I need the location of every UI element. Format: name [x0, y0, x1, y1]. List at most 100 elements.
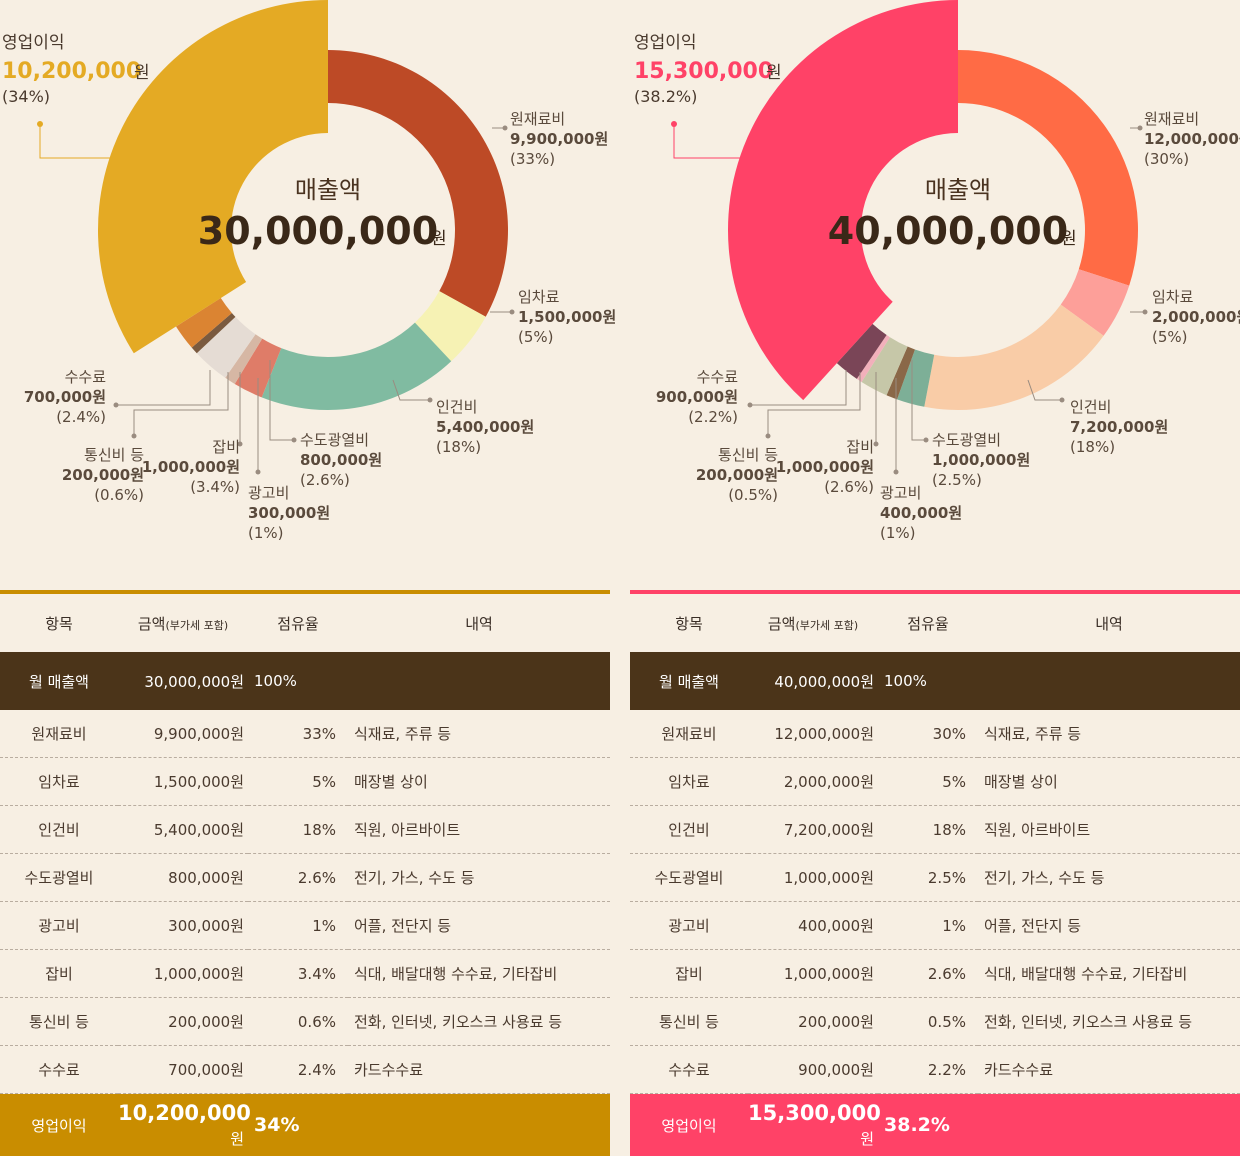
slice-label-pct: (2.5%): [932, 471, 982, 489]
revenue-row: 월 매출액 30,000,000원 100%: [0, 652, 610, 710]
slice-label-pct: (2.6%): [300, 471, 350, 489]
profit-amount: 15,300,000원: [748, 1094, 878, 1156]
slice-label-name: 인건비: [436, 398, 477, 416]
slice-label-name: 원재료비: [1144, 110, 1199, 128]
profit-row: 영업이익 10,200,000원 34%: [0, 1094, 610, 1156]
center-unit: 원: [1061, 229, 1077, 249]
row-item: 잡비: [630, 950, 748, 998]
slice-label-name: 통신비 등: [718, 446, 778, 464]
slice-label-amount: 200,000원: [696, 466, 778, 484]
row-detail: 직원, 아르바이트: [978, 806, 1240, 854]
row-item: 수수료: [630, 1046, 748, 1094]
row-share: 33%: [248, 710, 348, 758]
panel-right: 매출액40,000,000원원재료비12,000,000원(30%)임차료2,0…: [630, 0, 1240, 1150]
leader-dot: [924, 438, 929, 443]
profit-amount-value: 10,200,000: [118, 1101, 251, 1125]
row-amount: 200,000원: [748, 998, 878, 1046]
slice-label-amount: 1,000,000원: [776, 458, 874, 476]
profit-amount: 10,200,000 원: [118, 1094, 248, 1156]
slice-label-pct: (2.6%): [824, 478, 874, 496]
cost-table-left: 항목 금액(부가세 포함) 점유율 내역 월 매출액 30,000,000원 1…: [0, 590, 610, 1156]
row-share: 5%: [248, 758, 348, 806]
revenue-share: 100%: [248, 652, 348, 710]
row-item: 통신비 등: [630, 998, 748, 1046]
revenue-share: 100%: [878, 652, 978, 710]
row-share: 3.4%: [248, 950, 348, 998]
row-share: 30%: [878, 710, 978, 758]
row-share: 2.5%: [878, 854, 978, 902]
row-item: 원재료비: [630, 710, 748, 758]
slice-label-name: 광고비: [880, 484, 921, 502]
row-detail: 전화, 인터넷, 키오스크 사용료 등: [348, 998, 610, 1046]
slice-label-pct: (2.2%): [688, 408, 738, 426]
center-title: 매출액: [925, 176, 991, 204]
row-detail: 카드수수료: [348, 1046, 610, 1094]
slice-영업이익: [98, 0, 328, 353]
slice-label-name: 임차료: [518, 288, 560, 306]
row-share: 1%: [248, 902, 348, 950]
header-detail: 내역: [978, 592, 1240, 652]
profit-detail: [348, 1094, 610, 1156]
header-share: 점유율: [878, 592, 978, 652]
row-detail: 전기, 가스, 수도 등: [348, 854, 610, 902]
leader-dot: [748, 403, 753, 408]
donut-chart-left: 매출액30,000,000원원재료비9,900,000원(33%)임차료1,50…: [0, 0, 610, 575]
leader-dot: [1138, 126, 1143, 131]
header-amount: 금액(부가세 포함): [748, 592, 878, 652]
slice-label-name: 광고비: [248, 484, 289, 502]
op-unit: 원: [766, 63, 782, 83]
slice-label-name: 인건비: [1070, 398, 1111, 416]
profit-amount-unit: 원: [860, 1130, 874, 1148]
label-잡비: 잡비1,000,000원(3.4%): [142, 372, 243, 496]
leader-dot: [503, 126, 508, 131]
slice-label-amount: 1,000,000원: [142, 458, 240, 476]
slice-label-amount: 1,500,000원: [518, 308, 616, 326]
row-share: 0.6%: [248, 998, 348, 1046]
op-unit: 원: [134, 63, 150, 83]
profit-share: 38.2%: [878, 1094, 978, 1156]
slice-label-name: 수수료: [65, 368, 107, 386]
revenue-amount: 30,000,000원: [118, 652, 248, 710]
row-amount: 300,000원: [118, 902, 248, 950]
slice-label-amount: 200,000원: [62, 466, 144, 484]
slice-label-pct: (1%): [880, 524, 916, 542]
header-item: 항목: [630, 592, 748, 652]
op-title: 영업이익: [634, 33, 697, 53]
table-header: 항목 금액(부가세 포함) 점유율 내역: [0, 592, 610, 652]
slice-label-pct: (2.4%): [56, 408, 106, 426]
slice-label-amount: 300,000원: [248, 504, 330, 522]
profit-amount-unit: 원: [230, 1130, 244, 1148]
slice-label-name: 임차료: [1152, 288, 1194, 306]
center-title: 매출액: [295, 176, 361, 204]
header-share: 점유율: [248, 592, 348, 652]
row-detail: 식재료, 주류 등: [348, 710, 610, 758]
row-item: 원재료비: [0, 710, 118, 758]
row-detail: 식재료, 주류 등: [978, 710, 1240, 758]
row-amount: 2,000,000원: [748, 758, 878, 806]
row-detail: 식대, 배달대행 수수료, 기타잡비: [348, 950, 610, 998]
header-amount: 금액(부가세 포함): [118, 592, 248, 652]
center-value: 30,000,000: [198, 209, 438, 253]
label-잡비: 잡비1,000,000원(2.6%): [776, 372, 879, 496]
leader-dot: [1143, 310, 1148, 315]
op-value: 15,300,000: [634, 59, 773, 84]
slice-label-pct: (33%): [510, 150, 555, 168]
slice-label-name: 통신비 등: [84, 446, 144, 464]
slice-label-amount: 5,400,000원: [436, 418, 534, 436]
row-detail: 직원, 아르바이트: [348, 806, 610, 854]
row-detail: 카드수수료: [978, 1046, 1240, 1094]
leader-dot: [766, 434, 771, 439]
slice-label-name: 잡비: [212, 438, 240, 456]
row-share: 2.4%: [248, 1046, 348, 1094]
